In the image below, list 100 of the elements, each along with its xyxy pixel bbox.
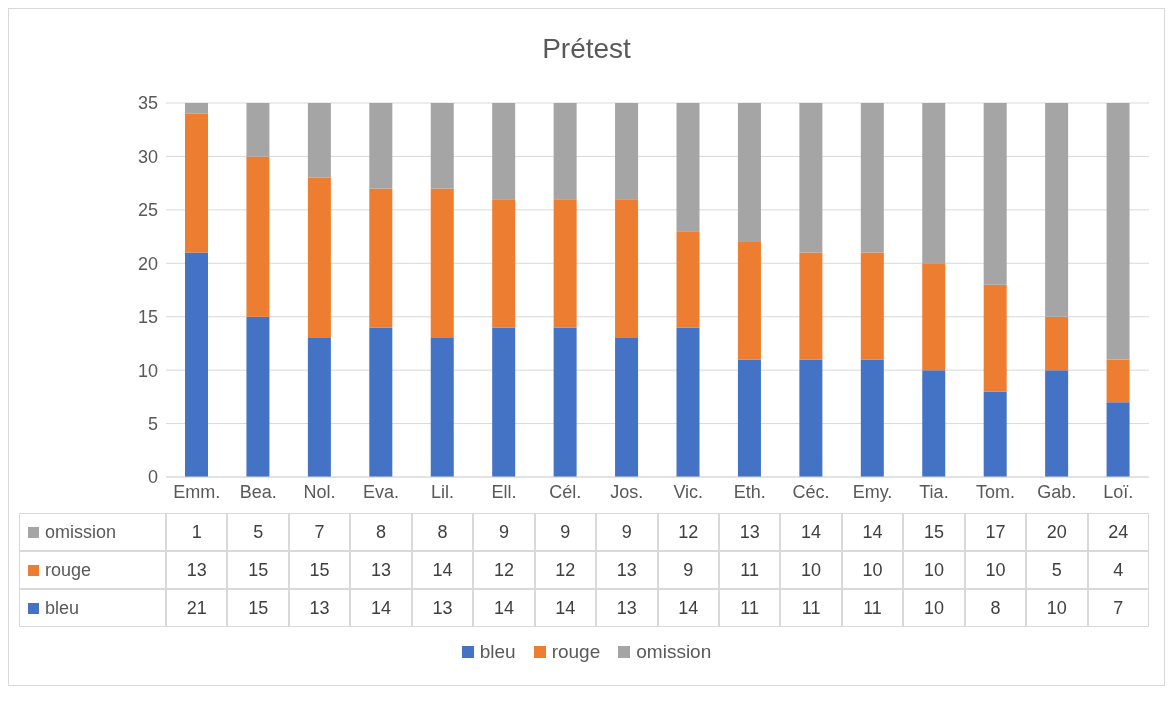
data-label: 14 [350,589,412,627]
bar [553,327,577,477]
legend-label: bleu [19,589,166,627]
data-label: 9 [657,551,719,589]
data-label: 20 [1026,513,1088,551]
bar [615,103,639,200]
data-label: 15 [903,513,965,551]
x-tick-label: Eva. [363,481,400,502]
data-label: 9 [534,513,597,551]
data-label: 4 [1087,551,1149,589]
data-label: 13 [718,513,781,551]
x-tick-label: Nol. [303,481,336,502]
data-label: 10 [964,551,1027,589]
data-label: 24 [1087,513,1149,551]
data-label: 11 [718,589,781,627]
bar [492,103,516,200]
data-label: 15 [288,551,351,589]
x-tick-label: Emy. [852,481,893,502]
y-tick-label: 5 [147,413,158,434]
bar [676,327,700,477]
text: bleu [479,641,516,662]
data-label: 5 [227,513,289,551]
data-label: 10 [1026,589,1088,627]
bar [1106,359,1130,403]
bar [307,103,331,178]
x-tick-label: Gab. [1037,481,1077,502]
x-tick-label: Céc. [792,481,830,502]
bar [307,338,331,477]
data-label: 21 [166,589,228,627]
data-label: 13 [596,551,658,589]
bar [369,188,393,328]
bar [1045,103,1069,317]
x-tick-label: Tia. [919,481,949,502]
bar [922,103,946,264]
chart-title: Prétest [541,32,632,66]
data-label: 10 [903,589,965,627]
legend-label: omission [19,513,166,551]
data-label: 13 [166,551,228,589]
data-label: 17 [964,513,1027,551]
y-tick-label: 15 [137,307,158,328]
bar [307,177,331,339]
data-label: 9 [473,513,535,551]
bar [983,284,1007,392]
y-tick-label: 35 [137,93,158,114]
data-label: 11 [718,551,781,589]
data-label: 10 [780,551,842,589]
data-label: 13 [288,589,351,627]
data-label: 12 [534,551,597,589]
data-label: 10 [841,551,904,589]
bar [676,231,700,328]
bar [185,113,208,253]
bar [799,359,823,477]
bar [615,338,639,477]
bar [737,241,761,360]
bar [676,103,700,232]
bar [1106,103,1130,360]
data-label: 7 [288,513,351,551]
x-tick-label: Jos. [610,481,644,502]
bar [860,103,884,253]
x-tick-label: Lil. [430,481,454,502]
bar [1045,316,1069,371]
bar [922,370,946,477]
data-label: 14 [657,589,719,627]
x-tick-label: Bea. [239,481,277,502]
data-label: 15 [227,551,289,589]
data-label: 15 [227,589,289,627]
bar [246,156,270,317]
data-label: 14 [473,589,535,627]
data-label: 12 [657,513,719,551]
bar [615,199,639,339]
x-tick-label: Vic. [673,481,704,502]
bar [799,252,823,360]
data-label: 9 [596,513,658,551]
bar [983,103,1007,285]
data-label: 5 [1026,551,1088,589]
bar [185,252,208,477]
bar [553,199,577,328]
y-tick-label: 25 [137,200,158,221]
y-tick-label: 0 [147,467,158,488]
y-tick-label: 20 [137,253,158,274]
text: omission [636,641,712,662]
y-tick-label: 30 [137,146,158,167]
bar [1106,402,1130,477]
bar [246,316,270,477]
data-label: 11 [841,589,904,627]
x-tick-label: Loï. [1103,481,1134,502]
data-label: 10 [903,551,965,589]
bar [799,103,823,253]
bar [246,103,270,157]
bar [860,359,884,477]
bar [430,103,454,189]
bar [185,103,208,114]
data-label: 13 [411,589,474,627]
data-label: 13 [350,551,412,589]
data-label: 8 [411,513,474,551]
bar [430,338,454,477]
data-label: 14 [534,589,597,627]
data-label: 12 [473,551,535,589]
bar [369,327,393,477]
data-label: 7 [1087,589,1149,627]
